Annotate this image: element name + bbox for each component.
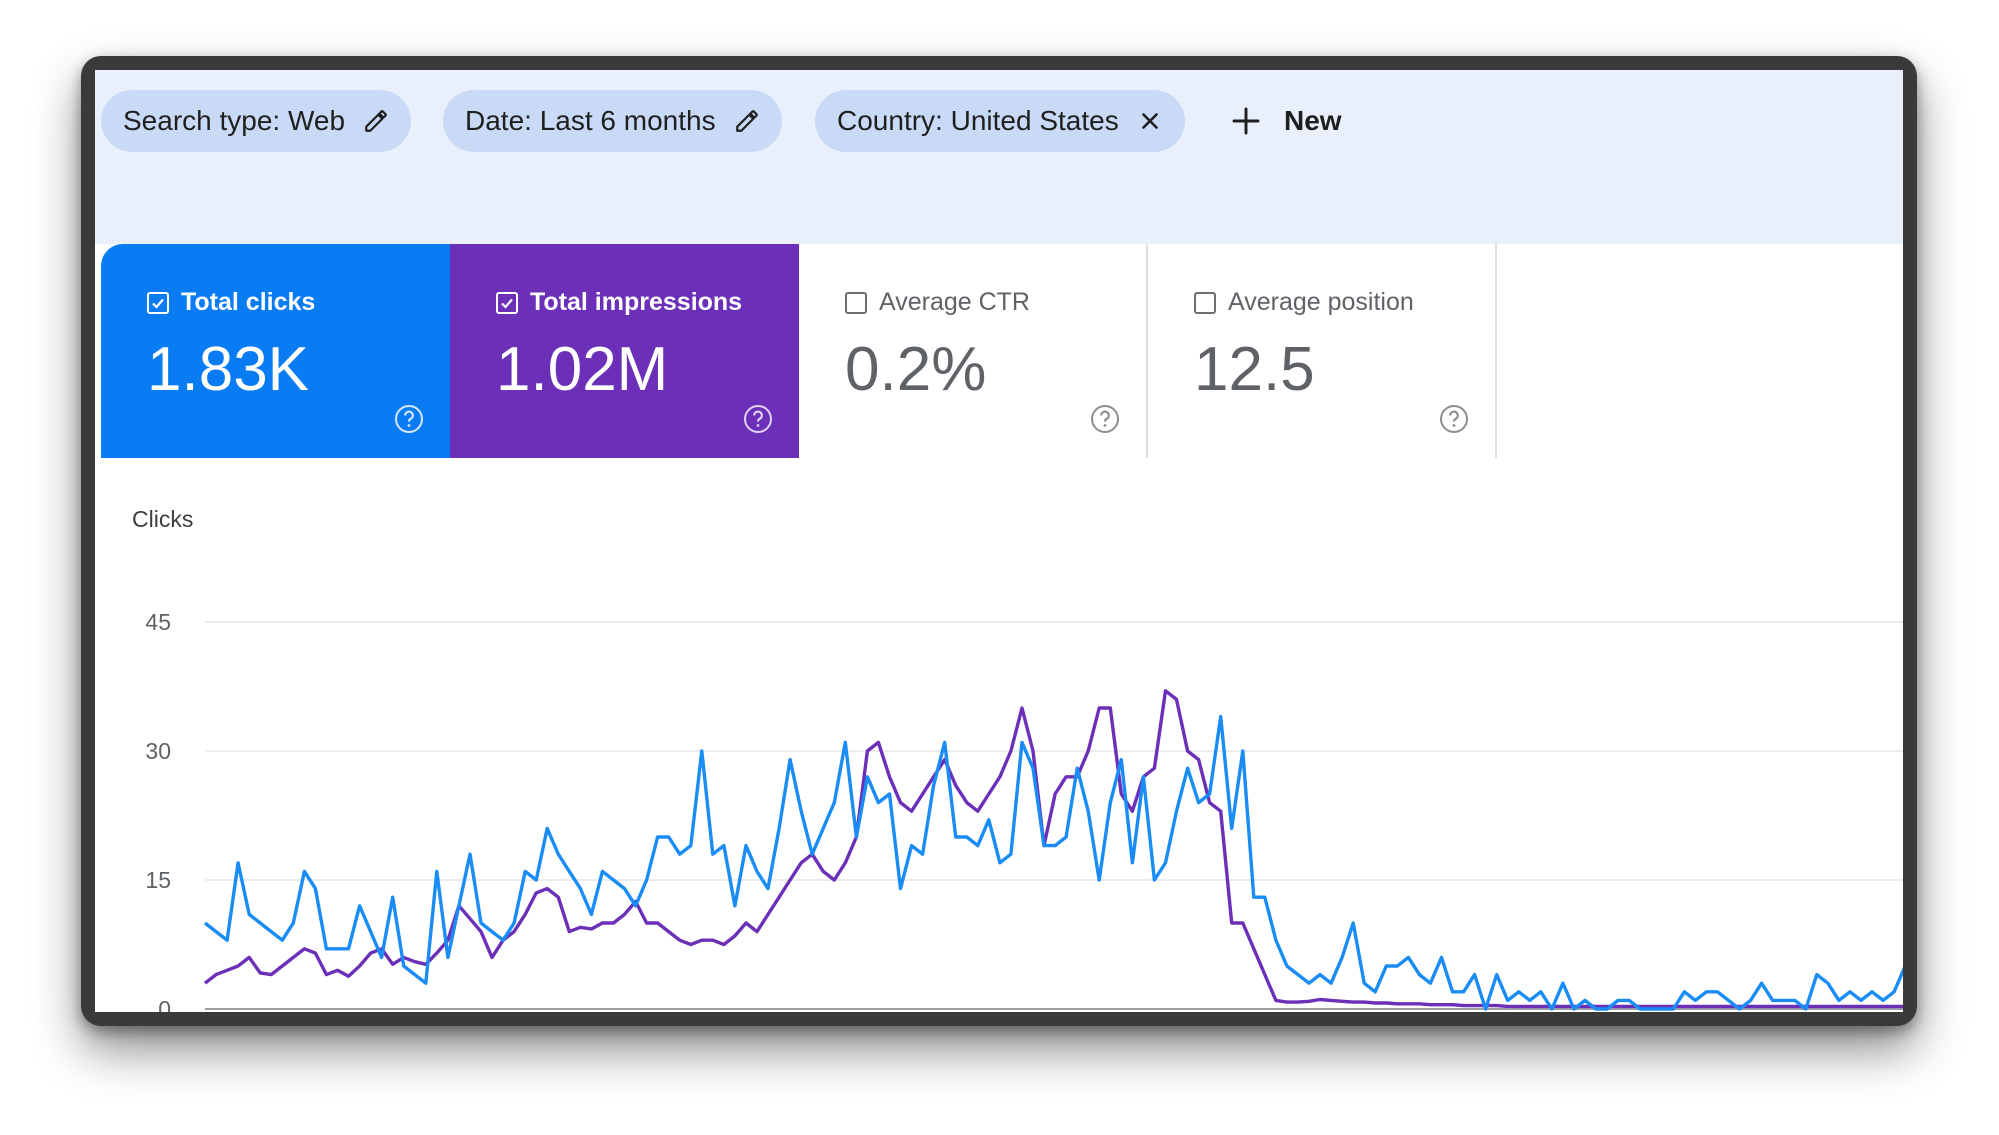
new-filter-label: New (1284, 105, 1342, 136)
help-icon[interactable] (1090, 404, 1120, 434)
metric-value: 1.02M (496, 335, 669, 404)
pencil-icon[interactable] (734, 108, 760, 134)
y-tick-label: 45 (145, 609, 171, 635)
performance-chart: 015304525/05/202312/06/202330/06/202318/… (95, 490, 1903, 1012)
metric-card-total-clicks[interactable]: Total clicks 1.83K (101, 244, 450, 458)
pencil-icon[interactable] (363, 108, 389, 134)
filter-bar: Search type: Web Date: Last 6 months Cou… (95, 70, 1903, 244)
metric-label: Total impressions (530, 288, 743, 316)
performance-chart-svg: 015304525/05/202312/06/202330/06/202318/… (145, 609, 1903, 1012)
metric-card-average-ctr[interactable]: Average CTR 0.2% (799, 244, 1148, 458)
metric-label: Average position (1228, 288, 1414, 316)
y-tick-label: 0 (158, 996, 171, 1012)
metric-value: 12.5 (1194, 335, 1315, 404)
help-icon[interactable] (394, 404, 424, 434)
search-console-performance-panel: Search type: Web Date: Last 6 months Cou… (95, 70, 1903, 1012)
close-icon[interactable] (1137, 108, 1163, 134)
metric-value: 0.2% (845, 335, 987, 404)
checkbox-checked-icon[interactable] (147, 291, 169, 314)
filter-chip-label: Date: Last 6 months (465, 105, 716, 136)
metric-label: Average CTR (879, 288, 1030, 316)
chart-y-axis-title: Clicks (132, 506, 194, 532)
metric-label: Total clicks (181, 288, 316, 316)
filter-chip-label: Search type: Web (123, 105, 346, 136)
series-line-total-clicks (203, 714, 1903, 1011)
metric-value: 1.83K (147, 335, 310, 404)
help-icon[interactable] (1439, 404, 1469, 434)
filter-chip-search-type[interactable]: Search type: Web (101, 90, 412, 152)
checkbox-checked-icon[interactable] (496, 291, 518, 314)
plus-icon (1230, 105, 1262, 137)
help-icon[interactable] (743, 404, 773, 434)
checkbox-unchecked-icon[interactable] (845, 291, 867, 314)
metric-card-total-impressions[interactable]: Total impressions 1.02M (450, 244, 799, 458)
y-tick-label: 30 (145, 738, 171, 764)
metric-card-average-position[interactable]: Average position 12.5 (1148, 244, 1497, 458)
filter-chip-label: Country: United States (837, 105, 1119, 136)
filter-chip-country[interactable]: Country: United States (815, 90, 1185, 152)
series-line-total-impressions (203, 689, 1903, 1009)
filter-chip-date[interactable]: Date: Last 6 months (443, 90, 782, 152)
checkbox-unchecked-icon[interactable] (1194, 291, 1216, 314)
new-filter-button[interactable]: New (1230, 90, 1342, 152)
y-tick-label: 15 (145, 867, 171, 893)
